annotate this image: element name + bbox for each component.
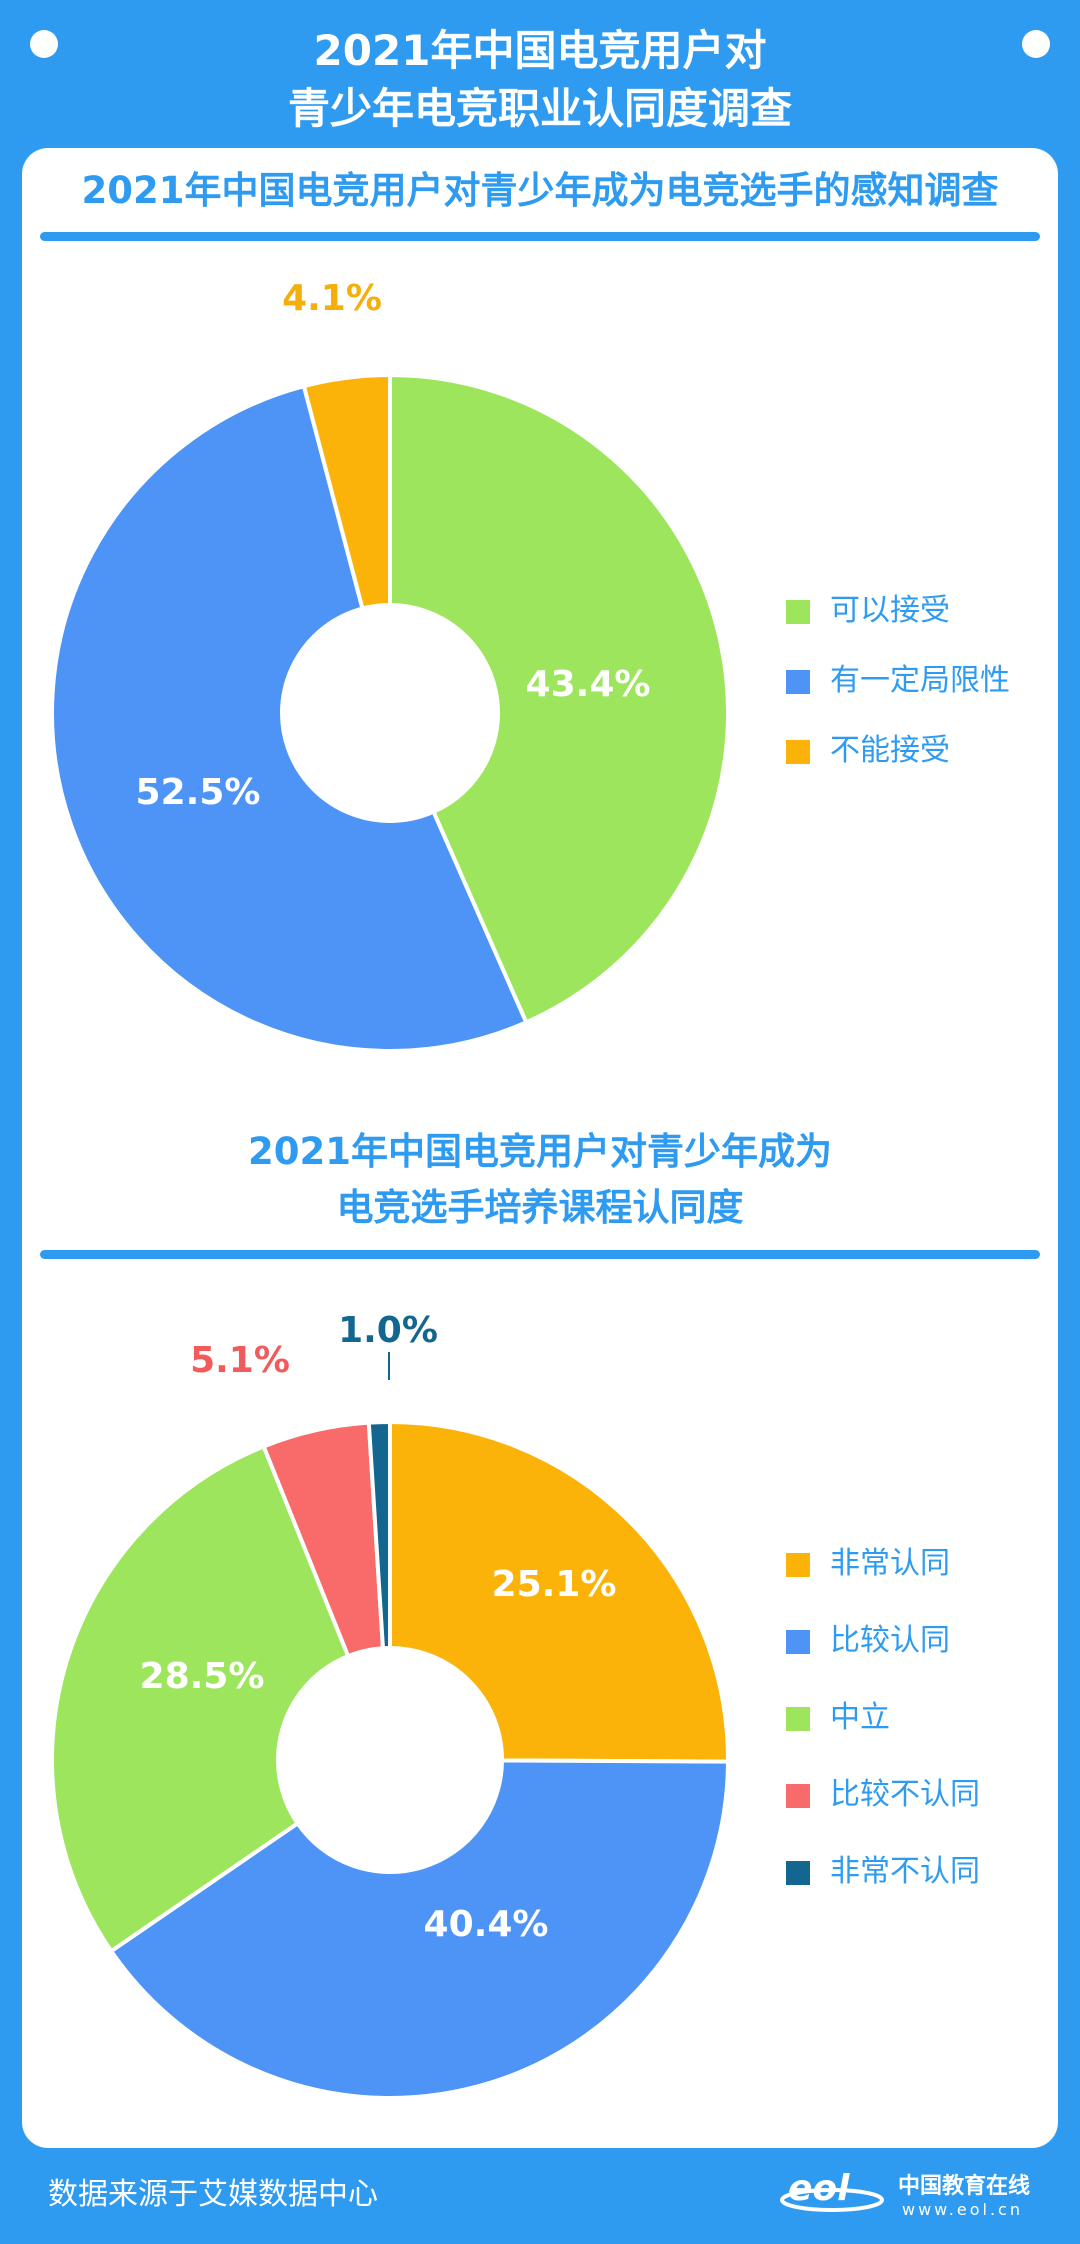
chart2-data-label: 40.4%: [424, 1904, 549, 1945]
chart2-legend-swatch: [786, 1630, 810, 1654]
chart2-legend-label: 非常认同: [830, 1546, 950, 1581]
chart2-data-label: 5.1%: [190, 1340, 290, 1381]
eol-logo-name: 中国教育在线: [898, 2174, 1031, 2199]
chart2-data-label: 25.1%: [492, 1564, 617, 1605]
chart2-legend-swatch: [786, 1784, 810, 1808]
chart1-data-label: 52.5%: [136, 772, 261, 813]
chart2-title-line1: 2021年中国电竞用户对青少年成为: [248, 1130, 832, 1173]
chart1-slice: [388, 373, 730, 1025]
page-title-line1: 2021年中国电竞用户对: [313, 26, 767, 75]
chart1-legend-label: 不能接受: [830, 733, 950, 768]
eol-logo-icon: eol: [780, 2168, 884, 2212]
chart2-slice: [366, 1420, 392, 1651]
chart2-slice: [50, 1444, 351, 1954]
chart1-divider: [40, 232, 1040, 241]
corner-dot-left: [30, 30, 58, 58]
corner-dot-right: [1022, 30, 1050, 58]
chart1-data-label: 4.1%: [282, 278, 382, 319]
chart2-divider: [40, 1250, 1040, 1259]
chart2-title: 2021年中国电竞用户对青少年成为 电竞选手培养课程认同度: [22, 1124, 1058, 1236]
chart2-donut: 25.1% 40.4% 28.5% 5.1% 1.0%: [50, 1310, 730, 2100]
chart1-legend-label: 有一定局限性: [830, 663, 1010, 698]
svg-text:eol: eol: [788, 2168, 850, 2209]
chart1-title: 2021年中国电竞用户对青少年成为电竞选手的感知调查: [81, 169, 999, 212]
chart1-slice: [301, 373, 392, 611]
eol-logo-url: www.eol.cn: [902, 2200, 1023, 2219]
chart2-legend-label: 比较认同: [830, 1623, 950, 1658]
chart2-legend-label: 中立: [830, 1700, 890, 1735]
chart2-legend-swatch: [786, 1861, 810, 1885]
chart1-legend-swatch: [786, 740, 810, 764]
chart2-data-label: 28.5%: [140, 1656, 265, 1697]
chart2-data-label: 1.0%: [338, 1310, 438, 1351]
eol-logo: eol 中国教育在线 www.eol.cn: [780, 2160, 1040, 2230]
source-note: 数据来源于艾媒数据中心: [48, 2177, 378, 2212]
chart1-legend-swatch: [786, 670, 810, 694]
chart1-donut: 43.4% 52.5% 4.1%: [50, 278, 730, 1053]
chart1-legend-swatch: [786, 600, 810, 624]
page-title: 2021年中国电竞用户对 青少年电竞职业认同度调查: [0, 22, 1080, 138]
chart1-data-label: 43.4%: [526, 664, 651, 705]
chart1-legend-label: 可以接受: [830, 593, 950, 628]
chart2-legend-label: 比较不认同: [830, 1777, 980, 1812]
chart2-legend-label: 非常不认同: [830, 1854, 980, 1889]
chart2-legend-swatch: [786, 1707, 810, 1731]
chart1-slice: [50, 384, 529, 1053]
chart2-title-line2: 电竞选手培养课程认同度: [336, 1186, 744, 1229]
chart2-slice: [388, 1420, 730, 1764]
page-title-line2: 青少年电竞职业认同度调查: [287, 84, 792, 133]
chart2-slice: [109, 1758, 730, 2100]
content-panel: 2021年中国电竞用户对青少年成为电竞选手的感知调查 43.4% 52.5% 4.1…: [22, 148, 1058, 2148]
chart2-legend-swatch: [786, 1553, 810, 1577]
